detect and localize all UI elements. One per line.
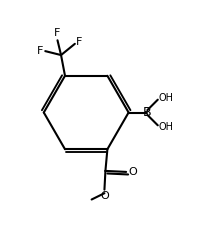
Text: F: F (37, 46, 43, 56)
Text: OH: OH (159, 93, 174, 103)
Text: O: O (100, 191, 109, 201)
Text: B: B (143, 106, 152, 119)
Text: F: F (76, 37, 82, 47)
Text: F: F (54, 28, 60, 38)
Text: OH: OH (159, 122, 174, 132)
Text: O: O (128, 167, 137, 177)
